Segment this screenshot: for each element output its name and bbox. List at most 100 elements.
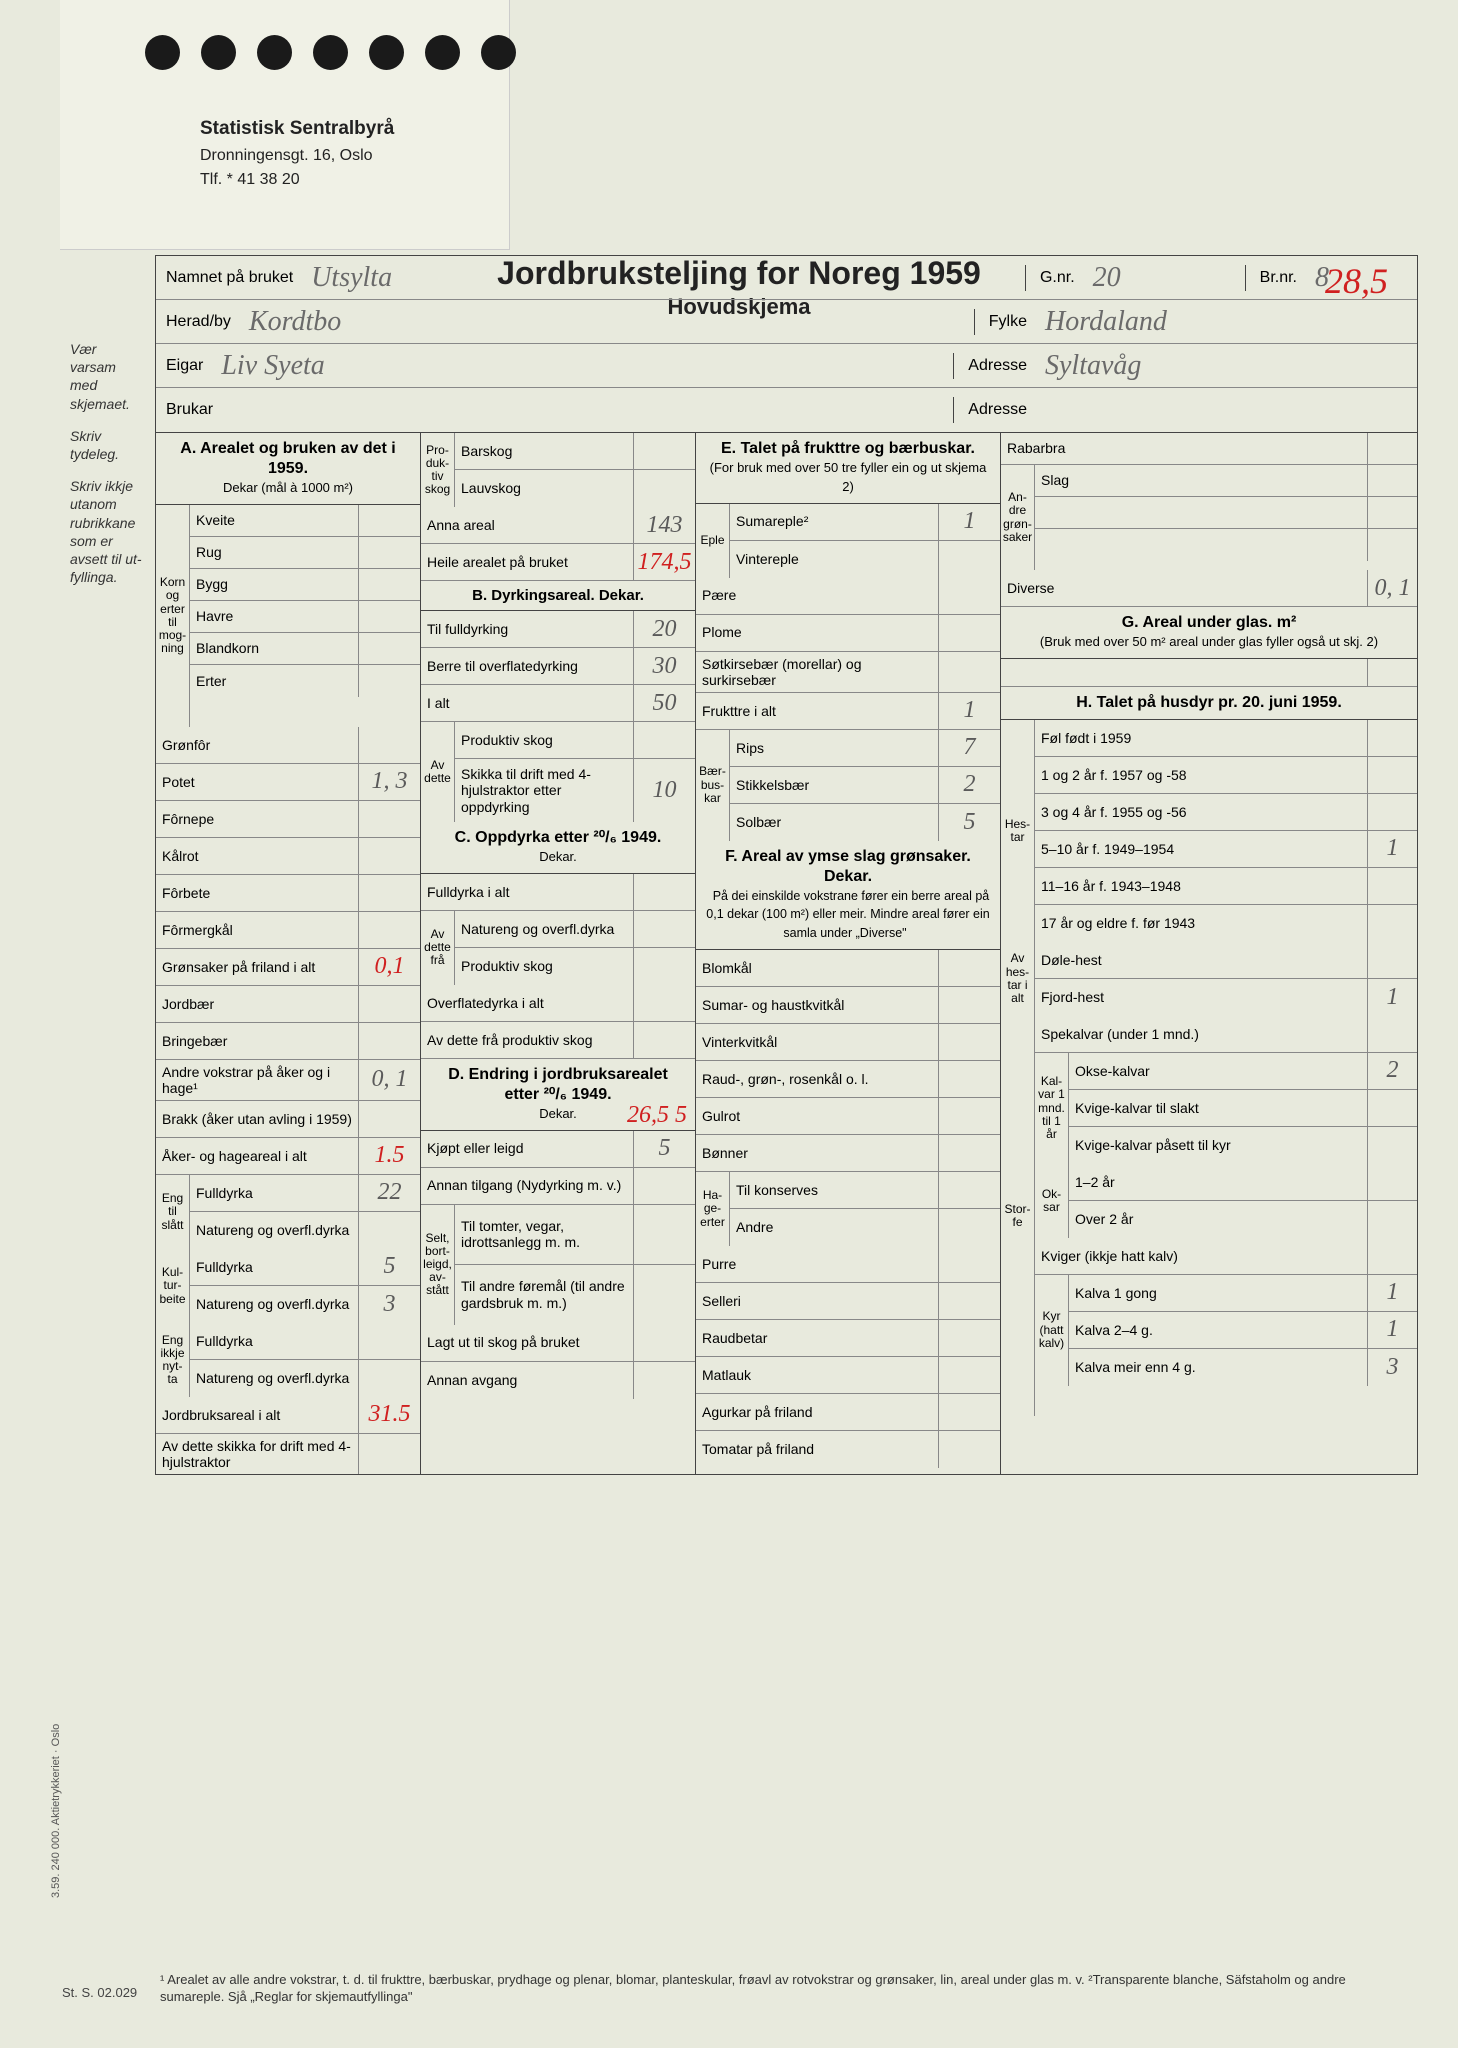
avfra-side: Av dette frå xyxy=(421,911,455,985)
jordbar-val xyxy=(358,986,420,1022)
fylke-label: Fylke xyxy=(974,309,1037,335)
gronsaker-val: 0,1 xyxy=(358,949,420,985)
brukar-label: Brukar xyxy=(156,397,223,423)
eng-full-val: 22 xyxy=(358,1175,420,1211)
barbus-side: Bær-bus-kar xyxy=(696,730,730,841)
column-gh: Rabarbra An-dre grøn-saker Slag Diverse0… xyxy=(1001,433,1417,1474)
column-b: Pro-duk-tiv skog Barskog Lauvskog Anna a… xyxy=(421,433,696,1474)
aker-hage-val: 1.5 xyxy=(358,1138,420,1174)
heile-val: 174,5 xyxy=(633,544,695,580)
sumareple-val: 1 xyxy=(938,504,1000,540)
gnr-value: 20 xyxy=(1085,262,1245,294)
section-e-head: E. Talet på frukttre og bærbuskar. (For … xyxy=(696,433,1000,504)
org-info: Statistisk Sentralbyrå Dronningensgt. 16… xyxy=(200,115,394,192)
section-b-head: B. Dyrkingsareal. Dekar. xyxy=(421,581,695,611)
kalva4-val: 3 xyxy=(1367,1349,1417,1386)
org-name: Statistisk Sentralbyrå xyxy=(200,115,394,144)
scanned-form-page: Statistisk Sentralbyrå Dronningensgt. 16… xyxy=(0,0,1458,2048)
section-c-head: C. Oppdyrka etter ²⁰/₆ 1949. Dekar. xyxy=(421,822,695,874)
rips-val: 7 xyxy=(938,730,1000,766)
org-phone: Tlf. * 41 38 20 xyxy=(200,168,394,192)
potet-val: 1, 3 xyxy=(358,764,420,800)
skikka-val: 10 xyxy=(633,759,695,822)
gronfor-val xyxy=(358,727,420,763)
kul-full-val: 5 xyxy=(358,1249,420,1285)
anna-areal-val: 143 xyxy=(633,507,695,543)
oksar-side: Ok-sar xyxy=(1035,1164,1069,1238)
gnr-label: G.nr. xyxy=(1025,265,1085,291)
herad-label: Herad/by xyxy=(156,309,241,335)
bygg-val xyxy=(358,569,420,600)
eng-nat-val xyxy=(358,1212,420,1249)
eng-slatt-side: Eng til slått xyxy=(156,1175,190,1249)
section-d-head: D. Endring i jordbruksarealet etter ²⁰/₆… xyxy=(421,1059,695,1131)
avdette-side: Av dette xyxy=(421,722,455,822)
brakk-val xyxy=(358,1101,420,1137)
section-g-head: G. Areal under glas. m² (Bruk med over 5… xyxy=(1001,607,1417,659)
storfe-side: Stor-fe xyxy=(1001,1016,1035,1416)
section-f-head: F. Areal av ymse slag grønsaker. Dekar. … xyxy=(696,841,1000,950)
solbar-val: 5 xyxy=(938,804,1000,841)
til-full-val: 20 xyxy=(633,611,695,647)
footnote: ¹ Arealet av alle andre vokstrar, t. d. … xyxy=(160,1972,1413,2006)
kultur-side: Kul-tur-beite xyxy=(156,1249,190,1323)
column-ef: E. Talet på frukttre og bærbuskar. (For … xyxy=(696,433,1001,1474)
ei-full-val xyxy=(358,1323,420,1359)
d-red-annot: 26,5 5 xyxy=(627,1100,687,1130)
ar510-val: 1 xyxy=(1367,831,1417,867)
hestar-side: Hes-tar xyxy=(1001,720,1035,942)
kalrot-val xyxy=(358,838,420,874)
fjord-val: 1 xyxy=(1367,979,1417,1016)
brnr-value: 8 xyxy=(1307,262,1417,294)
prodskog-side: Pro-duk-tiv skog xyxy=(421,433,455,507)
header-tab: Statistisk Sentralbyrå Dronningensgt. 16… xyxy=(60,0,510,250)
adresse-value: Syltavåg xyxy=(1037,350,1417,382)
section-h-head: H. Talet på husdyr pr. 20. juni 1959. xyxy=(1001,687,1417,720)
fornepe-val xyxy=(358,801,420,837)
header-section: Namnet på bruket Utsylta G.nr. 20 Br.nr.… xyxy=(155,255,1418,433)
ei-nat-val xyxy=(358,1360,420,1397)
kveite-val xyxy=(358,505,420,536)
hageerter-side: Ha-ge-erter xyxy=(696,1172,730,1246)
eple-side: Eple xyxy=(696,504,730,578)
main-form: Jordbruksteljing for Noreg 1959 Hovudskj… xyxy=(60,255,1418,2008)
jordbruk-ialt-val: 31.5 xyxy=(358,1397,420,1433)
b-ialt-val: 50 xyxy=(633,685,695,721)
adresse-label: Adresse xyxy=(953,353,1037,379)
kalva24-val: 1 xyxy=(1367,1312,1417,1348)
kjopt-val: 5 xyxy=(633,1131,695,1167)
bringebar-val xyxy=(358,1023,420,1059)
kyr-side: Kyr (hatt kalv) xyxy=(1035,1275,1069,1386)
avhest-side: Av hes-tar i alt xyxy=(1001,942,1035,1016)
punch-holes xyxy=(145,35,516,70)
form-body: Namnet på bruket Utsylta G.nr. 20 Br.nr.… xyxy=(155,255,1418,1475)
korn-side-label: Korn og erter til mog-ning xyxy=(156,505,190,727)
engikkje-side: Eng ikkje nyt-ta xyxy=(156,1323,190,1397)
erter-val xyxy=(358,665,420,697)
namnet-value: Utsylta xyxy=(303,262,1025,294)
eigar-value: Liv Syeta xyxy=(213,350,953,382)
kalvar-side: Kal-var 1 mnd. til 1 år xyxy=(1035,1053,1069,1164)
herad-value: Kordtbo xyxy=(241,306,974,338)
section-a-head: A. Arealet og bruken av det i 1959. Deka… xyxy=(156,433,420,505)
eigar-label: Eigar xyxy=(156,353,213,379)
brnr-label: Br.nr. xyxy=(1245,265,1307,291)
namnet-label: Namnet på bruket xyxy=(156,265,303,291)
fylke-value: Hordaland xyxy=(1037,306,1417,338)
kul-nat-val: 3 xyxy=(358,1286,420,1323)
rug-val xyxy=(358,537,420,568)
columns-grid: A. Arealet og bruken av det i 1959. Deka… xyxy=(155,433,1418,1475)
stikkels-val: 2 xyxy=(938,767,1000,803)
berre-val: 30 xyxy=(633,648,695,684)
kalva1-val: 1 xyxy=(1367,1275,1417,1311)
frukttre-val: 1 xyxy=(938,693,1000,729)
oksek-val: 2 xyxy=(1367,1053,1417,1089)
selt-side: Selt, bort-leigd, av-stått xyxy=(421,1205,455,1325)
column-a: A. Arealet og bruken av det i 1959. Deka… xyxy=(156,433,421,1474)
havre-val xyxy=(358,601,420,632)
andregron-side: An-dre grøn-saker xyxy=(1001,465,1035,570)
blandkorn-val xyxy=(358,633,420,664)
org-address: Dronningensgt. 16, Oslo xyxy=(200,144,394,168)
diverse-val: 0, 1 xyxy=(1367,570,1417,606)
andre-vokstrar-val: 0, 1 xyxy=(358,1060,420,1100)
